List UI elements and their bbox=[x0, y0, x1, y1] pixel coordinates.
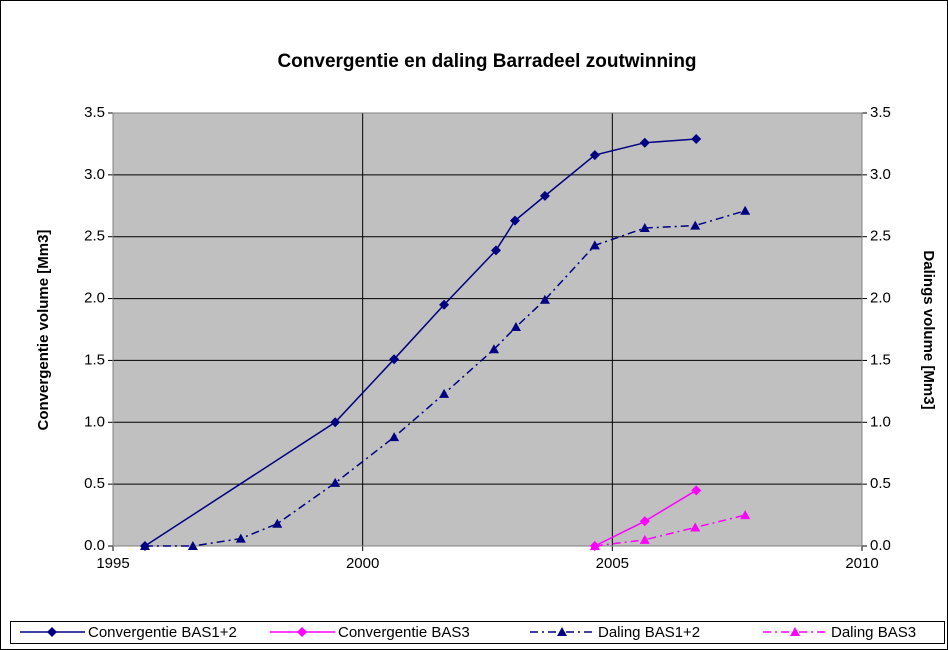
y2-tick-label: 3.0 bbox=[870, 166, 891, 183]
marker bbox=[539, 294, 550, 304]
y2-axis-label: Dalings volume [Mm3] bbox=[920, 250, 937, 409]
y-tick-label: 1.0 bbox=[84, 413, 105, 430]
marker bbox=[639, 137, 650, 148]
series-line bbox=[144, 210, 746, 547]
legend-marker bbox=[47, 627, 57, 637]
marker bbox=[691, 485, 702, 496]
y-tick-label: 1.5 bbox=[84, 351, 105, 368]
x-tick-label: 2005 bbox=[596, 555, 629, 572]
y-tick-label: 3.0 bbox=[84, 166, 105, 183]
marker bbox=[330, 417, 341, 428]
marker bbox=[389, 354, 400, 365]
x-tick-label: 1995 bbox=[96, 555, 129, 572]
y-tick-label: 0.0 bbox=[84, 537, 105, 554]
legend-label: Convergentie BAS3 bbox=[338, 624, 470, 641]
series-line bbox=[594, 514, 746, 547]
y2-tick-label: 1.0 bbox=[870, 413, 891, 430]
marker bbox=[539, 190, 550, 201]
y-tick-label: 3.5 bbox=[84, 104, 105, 121]
marker bbox=[740, 205, 751, 215]
y-axis-label: Convergentie volume [Mm3] bbox=[35, 230, 52, 431]
y2-tick-label: 2.0 bbox=[870, 290, 891, 307]
plot-border bbox=[112, 112, 863, 547]
legend-label: Convergentie BAS1+2 bbox=[88, 624, 237, 641]
marker bbox=[691, 133, 702, 144]
marker bbox=[509, 215, 520, 226]
marker bbox=[510, 322, 521, 332]
chart-title: Convergentie en daling Barradeel zoutwin… bbox=[277, 51, 696, 72]
marker bbox=[235, 533, 246, 543]
y2-tick-label: 0.0 bbox=[870, 537, 891, 554]
marker bbox=[330, 477, 341, 487]
y2-tick-label: 1.5 bbox=[870, 351, 891, 368]
y2-tick-label: 3.5 bbox=[870, 104, 891, 121]
marker bbox=[589, 240, 600, 250]
marker bbox=[639, 534, 650, 544]
marker bbox=[439, 299, 450, 310]
y2-tick-label: 2.5 bbox=[870, 228, 891, 245]
y-tick-label: 2.0 bbox=[84, 290, 105, 307]
y-tick-label: 2.5 bbox=[84, 228, 105, 245]
legend-label: Daling BAS1+2 bbox=[598, 624, 700, 641]
marker bbox=[389, 432, 400, 442]
x-tick-label: 2000 bbox=[346, 555, 379, 572]
marker bbox=[488, 344, 499, 354]
legend-marker bbox=[790, 627, 800, 636]
marker bbox=[639, 516, 650, 527]
series-line bbox=[144, 138, 697, 547]
marker bbox=[139, 541, 150, 550]
marker bbox=[490, 245, 501, 256]
marker bbox=[690, 220, 701, 230]
marker bbox=[272, 518, 283, 528]
marker bbox=[639, 223, 650, 233]
x-tick-label: 2010 bbox=[845, 555, 878, 572]
legend-box bbox=[10, 621, 945, 644]
y2-tick-label: 0.5 bbox=[870, 475, 891, 492]
marker bbox=[439, 388, 450, 398]
plot-area bbox=[113, 113, 862, 546]
marker bbox=[187, 541, 198, 550]
marker bbox=[589, 150, 600, 161]
marker bbox=[690, 522, 701, 532]
legend-label: Daling BAS3 bbox=[831, 624, 916, 641]
marker bbox=[740, 510, 751, 520]
legend-marker bbox=[297, 627, 307, 637]
marker bbox=[589, 541, 600, 550]
legend-marker bbox=[557, 627, 567, 636]
y-tick-label: 0.5 bbox=[84, 475, 105, 492]
